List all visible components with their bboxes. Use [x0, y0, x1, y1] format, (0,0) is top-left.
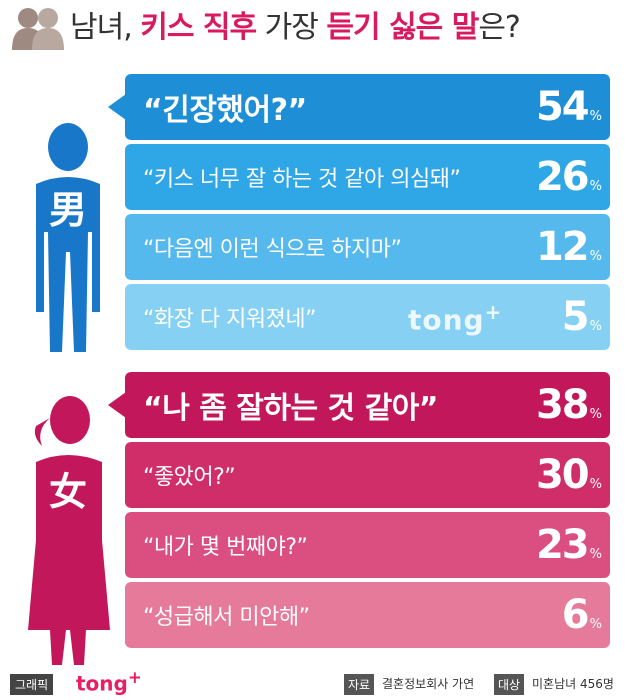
value-number: 5 [561, 294, 590, 340]
male-figure-icon [36, 123, 100, 352]
value-unit: % [589, 248, 602, 264]
female-figure-icon [28, 396, 110, 665]
value-number: 6 [561, 592, 590, 638]
male-label: 男 [48, 188, 87, 232]
value-number: 54 [535, 84, 590, 130]
target-label: 대상 [494, 674, 525, 695]
male-bar-label: “화장 다 지워졌네” [143, 307, 316, 332]
value-unit: % [589, 546, 602, 562]
male-bar-value: 12% [536, 214, 602, 280]
female-bar-value: 30% [536, 442, 602, 508]
male-bar-label: “키스 너무 잘 하는 것 같아 의심돼” [143, 167, 461, 192]
title-part-4: 듣기 싫은 말 [326, 10, 479, 45]
male-bar-1: “긴장했어?” 54% [125, 74, 610, 140]
value-number: 30 [535, 452, 590, 498]
female-bar-4: “성급해서 미안해” 6% [125, 582, 610, 648]
male-bar-2: “키스 너무 잘 하는 것 같아 의심돼” 26% [125, 144, 610, 210]
male-bar-3: “다음엔 이런 식으로 하지마” 12% [125, 214, 610, 280]
female-bar-pointer [108, 392, 126, 418]
value-number: 23 [535, 522, 590, 568]
value-unit: % [589, 406, 602, 422]
title-part-5: 은? [478, 10, 521, 45]
female-bar-label: “좋았어?” [143, 465, 236, 490]
header: 남녀, 키스 직후 가장 듣기 싫은 말은? [0, 0, 640, 60]
male-bar-4: “화장 다 지워졌네” 5% [125, 284, 610, 350]
female-bar-label: “나 좀 잘하는 것 같아” [143, 391, 439, 426]
source-value: 결혼정보회사 가연 [382, 677, 475, 691]
male-bar-value: 54% [536, 74, 602, 140]
footer: 그래픽 tong+ 자료 결혼정보회사 가연 대상 미혼남녀 456명 [0, 662, 640, 700]
title-part-2: 키스 직후 [140, 10, 257, 45]
value-unit: % [589, 318, 602, 334]
male-bar-label: “긴장했어?” [143, 93, 307, 128]
source-label: 자료 [344, 674, 375, 695]
female-bar-1: “나 좀 잘하는 것 같아” 38% [125, 372, 610, 438]
female-bar-2: “좋았어?” 30% [125, 442, 610, 508]
watermark-text: tong [408, 303, 485, 337]
female-bar-label: “성급해서 미안해” [143, 605, 310, 630]
credit-logo-text: tong [76, 671, 128, 696]
credit-logo-sup: + [127, 668, 142, 687]
value-number: 26 [535, 154, 590, 200]
value-unit: % [589, 108, 602, 124]
tong-watermark: tong+ [408, 300, 502, 336]
title-part-3: 가장 [256, 10, 327, 45]
female-bar-value: 6% [562, 582, 602, 648]
male-bar-label: “다음엔 이런 식으로 하지마” [143, 237, 402, 262]
male-bar-value: 5% [562, 284, 602, 350]
male-bar-pointer [108, 94, 126, 120]
people-icon [12, 8, 64, 50]
female-bar-3: “내가 몇 번째야?” 23% [125, 512, 610, 578]
female-bar-value: 38% [536, 372, 602, 438]
credit-label: 그래픽 [10, 674, 54, 695]
credit-logo: tong+ [76, 668, 142, 696]
female-bar-value: 23% [536, 512, 602, 578]
value-unit: % [589, 178, 602, 194]
target-value: 미혼남녀 456명 [532, 677, 614, 691]
title-part-1: 남녀, [70, 10, 141, 45]
female-bar-label: “내가 몇 번째야?” [143, 535, 308, 560]
watermark-sup: + [484, 300, 503, 324]
value-unit: % [589, 616, 602, 632]
female-label: 女 [48, 470, 87, 514]
value-number: 38 [535, 382, 590, 428]
value-number: 12 [535, 224, 590, 270]
male-bar-value: 26% [536, 144, 602, 210]
value-unit: % [589, 476, 602, 492]
page-title: 남녀, 키스 직후 가장 듣기 싫은 말은? [70, 8, 521, 48]
